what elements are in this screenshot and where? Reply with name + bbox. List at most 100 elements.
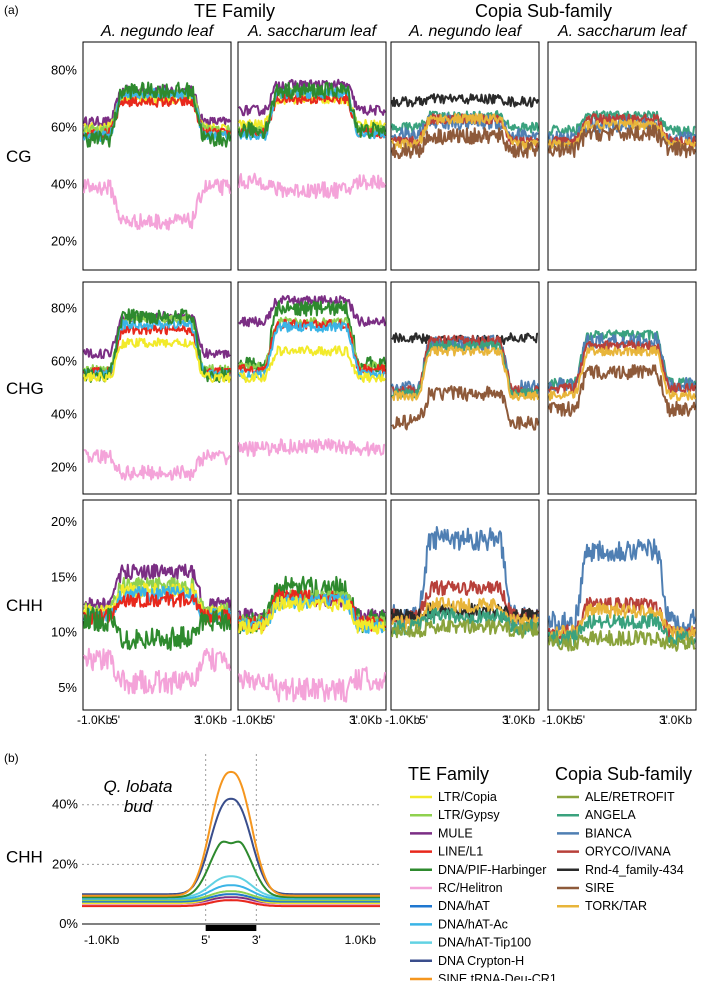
legend-label-mule: MULE — [438, 826, 473, 840]
panel-cg-1 — [82, 41, 232, 271]
series-rc-helitron — [238, 666, 386, 703]
row-label-chh: CHH — [6, 596, 43, 615]
series-dna-pif-harbinger — [238, 81, 386, 140]
series-ltr-copia — [238, 595, 386, 635]
y-tick-chg-1: 60% — [51, 354, 77, 369]
series-rc-helitron — [83, 178, 231, 231]
x-tick-col2-1: 5' — [266, 713, 275, 727]
series-mule — [238, 294, 386, 328]
b-series-dna-pif-harbinger — [82, 840, 380, 899]
legend-label-rnd-4-family-434: Rnd-4_family-434 — [585, 863, 684, 877]
legend-label-dna-hat-ac: DNA/hAT-Ac — [438, 917, 508, 931]
y-tick-cg-2: 40% — [51, 177, 77, 192]
legend-label-ltr-copia: LTR/Copia — [438, 790, 497, 804]
panel-chh-1 — [82, 499, 232, 711]
b-series-dna-crypton-h — [82, 797, 380, 896]
y-tick-chg-0: 80% — [51, 301, 77, 316]
series-dna-pif-harbinger — [83, 81, 231, 148]
panel-cg-3 — [390, 41, 540, 271]
panel-chg-3 — [390, 281, 540, 495]
panel-chh-3 — [390, 499, 540, 711]
y-tick-chh-1: 15% — [51, 569, 77, 584]
column-title-1: A. negundo leaf — [100, 23, 215, 40]
header-copia-subfamily: Copia Sub-family — [475, 1, 612, 21]
column-title-4: A. saccharum leaf — [557, 23, 688, 40]
series-rnd-4-family-434 — [391, 93, 539, 108]
series-dna-pif-harbinger — [83, 606, 231, 651]
legend-label-tork-tar: TORK/TAR — [585, 899, 647, 913]
series-angela — [548, 613, 696, 647]
legend-label-rc-helitron: RC/Helitron — [438, 881, 503, 895]
series-rc-helitron — [83, 449, 231, 482]
y-tick-chg-2: 40% — [51, 407, 77, 422]
panel-b-row-label: CHH — [6, 847, 43, 866]
x-tick-col1-0: -1.0Kb — [77, 713, 113, 727]
series-tork-tar — [548, 602, 696, 641]
y-tick-chh-3: 5% — [58, 680, 77, 695]
y-tick-cg-1: 60% — [51, 120, 77, 135]
legend-label-dna-hat-tip100: DNA/hAT-Tip100 — [438, 936, 531, 950]
b-annotation-line2: bud — [124, 797, 153, 816]
series-rc-helitron — [238, 438, 386, 458]
x-tick-col1-3: 1.0Kb — [196, 713, 228, 727]
series-sire — [391, 127, 539, 160]
b-series-ltr-gypsy — [82, 890, 380, 902]
b-y-tick-2: 40% — [52, 797, 78, 812]
panel-a-label: (a) — [4, 3, 19, 17]
b-y-tick-0: 0% — [59, 916, 78, 931]
legend-title-te: TE Family — [408, 764, 489, 784]
series-rc-helitron — [238, 172, 386, 199]
b-y-tick-1: 20% — [52, 856, 78, 871]
x-tick-col2-3: 1.0Kb — [351, 713, 383, 727]
x-tick-col3-2: 3' — [502, 713, 511, 727]
x-tick-col4-2: 3' — [659, 713, 668, 727]
series-tork-tar — [391, 345, 539, 402]
row-label-chg: CHG — [6, 379, 44, 398]
legend-label-ltr-gypsy: LTR/Gypsy — [438, 808, 500, 822]
b-x-tick-3: 1.0Kb — [345, 933, 377, 947]
x-tick-col1-1: 5' — [111, 713, 120, 727]
panel-cg-4 — [547, 41, 697, 271]
x-tick-col2-2: 3' — [349, 713, 358, 727]
panel-frame — [547, 41, 697, 271]
legend-title-copia: Copia Sub-family — [555, 764, 692, 784]
legend-label-dna-hat: DNA/hAT — [438, 899, 490, 913]
b-series-dna-hat — [82, 893, 380, 903]
legend: TE Family Copia Sub-family LTR/Copia LTR/Gy… — [408, 764, 692, 981]
panel-frame — [82, 41, 232, 271]
series-rc-helitron — [83, 647, 231, 695]
series-tork-tar — [391, 113, 539, 151]
legend-label-sire: SIRE — [585, 881, 614, 895]
series-sire — [548, 124, 696, 159]
panel-chg-2 — [237, 281, 387, 495]
x-tick-col2-0: -1.0Kb — [232, 713, 268, 727]
series-ltr-copia — [238, 345, 386, 383]
y-tick-chh-0: 20% — [51, 514, 77, 529]
legend-label-bianca: BIANCA — [585, 826, 632, 840]
series-sire — [391, 385, 539, 431]
x-tick-col3-1: 5' — [419, 713, 428, 727]
legend-label-oryco-ivana: ORYCO/IVANA — [585, 845, 671, 859]
y-tick-chh-2: 10% — [51, 625, 77, 640]
x-tick-col4-0: -1.0Kb — [542, 713, 578, 727]
x-tick-col4-1: 5' — [576, 713, 585, 727]
series-mule — [83, 310, 231, 360]
series-ltr-copia — [83, 337, 231, 383]
x-tick-col4-3: 1.0Kb — [661, 713, 693, 727]
series-tork-tar — [548, 345, 696, 402]
y-tick-cg-0: 80% — [51, 63, 77, 78]
panel-chg-4 — [547, 281, 697, 495]
header-te-family: TE Family — [194, 1, 275, 21]
x-tick-col3-3: 1.0Kb — [504, 713, 536, 727]
legend-label-sine-trna-deu-cr1: SINE tRNA-Deu-CR1 — [438, 972, 557, 981]
legend-label-line-l1: LINE/L1 — [438, 845, 483, 859]
y-tick-cg-3: 20% — [51, 234, 77, 249]
b-annotation-line1: Q. lobata — [104, 777, 173, 796]
b-series-dna-hat-ac — [82, 884, 380, 900]
series-ale-retrofit — [391, 619, 539, 639]
b-x-tick-2: 3' — [252, 933, 261, 947]
series-oryco-ivana — [548, 113, 696, 148]
b-gene-body-bar — [205, 925, 257, 931]
panel-b-label: (b) — [4, 751, 19, 765]
